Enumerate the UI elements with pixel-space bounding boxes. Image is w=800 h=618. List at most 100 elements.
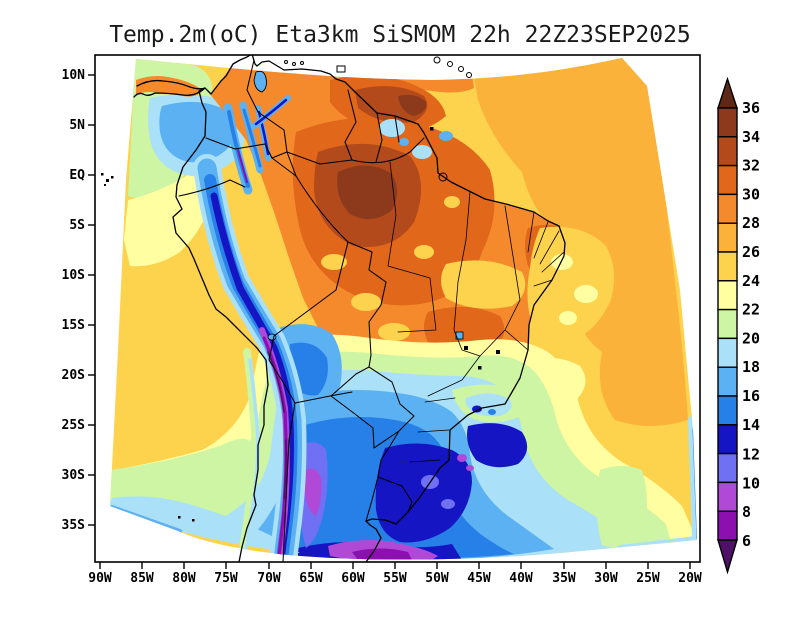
colorbar-label: 12 xyxy=(742,446,760,464)
field-amazon-gold2 xyxy=(351,293,381,311)
colorbar-label: 18 xyxy=(742,358,760,376)
map-specks xyxy=(178,127,500,522)
border-colombia-brazil xyxy=(264,143,297,177)
colorbar-arrow-bottom xyxy=(717,539,738,575)
map-linework xyxy=(101,55,566,562)
lat-label: 35S xyxy=(62,518,86,533)
colorbar-segment xyxy=(717,452,738,484)
border-bolivia-chile xyxy=(268,335,296,404)
field-ne-pale3 xyxy=(559,311,577,325)
colorbar-label: 36 xyxy=(742,99,760,117)
colorbar-segment xyxy=(717,222,738,253)
border-bolivia-argentina xyxy=(294,391,353,404)
andes-merida-core xyxy=(254,98,288,126)
border-chile-argentina xyxy=(282,402,296,562)
colorbar-segment xyxy=(717,366,738,397)
field-caribbean-blue xyxy=(159,101,234,163)
border-guianas-brazil xyxy=(351,137,425,164)
field-venezuela-34 xyxy=(398,94,427,116)
lon-label: 90W xyxy=(88,571,112,586)
colorbar-segment xyxy=(717,510,738,541)
temperature-field xyxy=(110,58,697,560)
border-suriname-guiana xyxy=(394,115,400,143)
border-venezuela-brazil xyxy=(286,151,353,165)
field-ven-blue1 xyxy=(439,131,453,141)
border-venezuela-guyana xyxy=(344,89,357,161)
lat-label: 5S xyxy=(69,218,85,233)
border-argentina-uruguay xyxy=(365,430,400,522)
colorbar-segment xyxy=(717,481,738,512)
marajo-island xyxy=(438,172,448,182)
border-colombia-ecuador xyxy=(205,137,266,150)
field-serra-navy1 xyxy=(472,405,482,413)
lon-axis: 90W 85W 80W 75W 70W 65W 60W 55W 50W 45W … xyxy=(88,562,702,586)
border-brazil-uruguay xyxy=(377,476,413,513)
field-amazon-gold5 xyxy=(378,323,410,341)
field-amazon-34 xyxy=(337,165,397,220)
colorbar-label: 24 xyxy=(742,272,760,290)
colorbar-segment xyxy=(717,280,738,311)
colorbar-segment xyxy=(717,136,738,167)
colorbar: 36 34 32 30 28 26 24 22 20 18 16 14 12 1… xyxy=(717,76,760,575)
border-paraguay-brazil xyxy=(368,366,415,432)
field-ne-pale1 xyxy=(551,254,573,270)
map-frame xyxy=(94,54,701,563)
colorbar-label: 34 xyxy=(742,128,760,146)
andes-navy xyxy=(210,192,294,560)
lon-label: 55W xyxy=(383,571,407,586)
field-humboldt-cyan xyxy=(243,358,260,558)
lon-label: 75W xyxy=(214,571,238,586)
field-uruguay-navy xyxy=(375,443,472,543)
antilles-islands xyxy=(284,56,472,78)
colorbar-segment xyxy=(717,308,738,340)
lon-label: 65W xyxy=(299,571,323,586)
lon-label: 50W xyxy=(425,571,449,586)
colorbar-segment xyxy=(717,251,738,282)
colorbar-segment xyxy=(717,164,738,196)
colorbar-label: 14 xyxy=(742,416,760,434)
andes-col-west-purple xyxy=(237,149,248,183)
andes-col-mid-core xyxy=(242,108,262,168)
field-sbrazil-navy xyxy=(467,423,528,468)
colorbar-label: 32 xyxy=(742,157,760,175)
field-amazon-gold1 xyxy=(321,254,347,270)
field-amazon-gold4 xyxy=(444,196,460,208)
field-rs-orchid2 xyxy=(466,465,474,471)
field-ven-cyan1 xyxy=(379,119,405,137)
state-borders-brazil xyxy=(387,161,565,463)
andes-purple xyxy=(262,336,288,558)
field-rs-orchid1 xyxy=(457,454,467,462)
colorbar-label: 6 xyxy=(742,532,751,550)
lon-label: 70W xyxy=(257,571,281,586)
map-title: Temp.2m(oC) Eta3km SiSMOM 22h 22Z23SEP20… xyxy=(109,22,691,48)
border-bolivia-paraguay xyxy=(330,366,370,397)
field-ven-blue2 xyxy=(399,138,409,146)
colorbar-label: 30 xyxy=(742,185,760,203)
colorbar-segment xyxy=(717,193,738,224)
lon-label: 80W xyxy=(172,571,196,586)
lon-label: 25W xyxy=(636,571,660,586)
border-peru-bolivia xyxy=(273,241,349,337)
lon-label: 60W xyxy=(341,571,365,586)
field-serra-blue1 xyxy=(488,409,496,415)
border-colombia-venezuela xyxy=(246,59,288,159)
field-ven-cyan2 xyxy=(412,145,432,159)
colorbar-label: 10 xyxy=(742,474,760,492)
coastline-panama xyxy=(133,79,206,98)
colorbar-segment xyxy=(717,337,738,368)
lat-label: 10N xyxy=(62,68,86,83)
field-humboldt-green xyxy=(238,348,260,560)
field-ne-pale2 xyxy=(574,285,598,303)
colorbar-label: 28 xyxy=(742,214,760,232)
lon-label: 40W xyxy=(509,571,533,586)
lat-label: 10S xyxy=(62,268,86,283)
galapagos-islands xyxy=(101,173,114,186)
lat-label: 30S xyxy=(62,468,86,483)
colorbar-arrow-top xyxy=(717,76,738,109)
colorbar-label: 26 xyxy=(742,243,760,261)
lon-label: 30W xyxy=(594,571,618,586)
lat-label: EQ xyxy=(69,168,85,183)
border-paraguay-argentina xyxy=(330,395,400,449)
lat-label: 20S xyxy=(62,368,86,383)
